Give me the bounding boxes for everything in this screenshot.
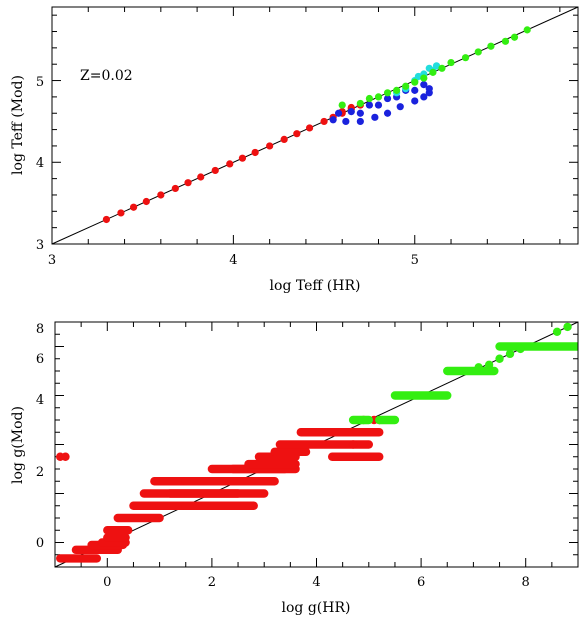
top-series-3-point-17 — [402, 82, 410, 90]
top-series-1-point-0 — [329, 116, 337, 124]
top-series-1-point-10 — [420, 81, 428, 89]
bottom-series-1-point-1 — [484, 360, 494, 370]
top-series-0-point-12 — [266, 142, 274, 150]
top-series-0-point-3 — [142, 197, 150, 206]
top-xtick-label-1: 4 — [229, 253, 237, 268]
top-series-3-point-0 — [338, 101, 346, 109]
top-series-1-point-19 — [411, 86, 419, 94]
top-series-3-point-12 — [501, 37, 510, 45]
bottom-plot-frame — [54, 321, 579, 568]
bottom-x-axis-label: log g(HR) — [282, 600, 351, 616]
top-series-1-point-14 — [347, 108, 355, 116]
top-series-3-point-4 — [411, 78, 419, 86]
top-data-points — [102, 26, 531, 224]
top-series-0-point-9 — [226, 160, 234, 168]
bottom-ytick-label-4: 8 — [36, 322, 44, 337]
top-series-0-point-0 — [102, 215, 111, 224]
bottom-ytick-label-3: 6 — [36, 352, 44, 367]
top-ytick-label-1: 4 — [36, 156, 44, 171]
top-series-0-point-16 — [320, 117, 328, 126]
top-series-1-point-17 — [374, 101, 383, 109]
top-ytick-label-2: 5 — [36, 75, 44, 90]
top-series-2-point-6 — [414, 72, 422, 81]
top-series-3-point-14 — [523, 26, 531, 34]
top-series-0-point-13 — [280, 135, 288, 143]
bottom-series-1-point-0 — [474, 363, 483, 372]
top-series-1-point-9 — [425, 85, 433, 93]
top-series-3-point-11 — [487, 42, 495, 50]
bottom-xtick-label-0: 0 — [103, 575, 111, 590]
bottom-series-1-point-3 — [505, 349, 515, 359]
top-series-3-point-3 — [393, 86, 401, 94]
top-series-1-point-12 — [383, 94, 392, 103]
top-series-0-point-7 — [197, 173, 205, 181]
top-series-3-point-8 — [447, 58, 455, 67]
top-series-0-point-6 — [184, 179, 192, 187]
top-series-1-point-2 — [356, 117, 364, 126]
top-series-1-point-15 — [334, 109, 343, 117]
top-plot-frame — [51, 6, 579, 245]
top-series-3-point-10 — [474, 48, 482, 56]
top-series-0-point-8 — [211, 166, 219, 175]
top-series-1-point-13 — [365, 101, 374, 109]
top-series-3-point-13 — [510, 33, 519, 41]
top-series-0-point-4 — [157, 191, 165, 199]
bottom-data-points — [56, 322, 578, 563]
bottom-chart: 0 2 4 6 8 0 2 4 6 8 log g(HR) log g(Mod) — [10, 321, 579, 616]
top-series-0-point-15 — [305, 124, 314, 132]
top-series-2-point-4 — [432, 62, 441, 70]
top-series-0-point-2 — [130, 203, 138, 211]
bottom-y-axis-label: log g(Mod) — [10, 406, 26, 484]
top-minor-ticks — [51, 7, 578, 245]
top-ytick-label-0: 3 — [36, 238, 44, 253]
top-series-0-point-5 — [171, 184, 179, 193]
bottom-ytick-label-2: 4 — [36, 393, 44, 408]
bottom-ytick-label-1: 2 — [36, 465, 44, 480]
bottom-series-1-point-6 — [563, 322, 572, 332]
top-series-1-point-7 — [420, 93, 428, 101]
top-series-0-point-10 — [238, 154, 247, 162]
bottom-series-1-point-5 — [552, 327, 562, 336]
top-series-1-point-3 — [371, 113, 379, 121]
top-series-0-point-14 — [293, 130, 301, 138]
top-series-0-point-11 — [251, 148, 259, 157]
top-xtick-label-2: 5 — [411, 253, 419, 268]
top-series-1-point-1 — [342, 117, 350, 126]
top-x-axis-label: log Teff (HR) — [270, 278, 361, 294]
top-y-axis-label: log Teff (Mod) — [10, 75, 26, 175]
top-series-1-point-6 — [411, 97, 419, 105]
top-series-3-point-2 — [374, 93, 383, 101]
top-series-1-point-16 — [356, 109, 364, 117]
top-series-1-point-5 — [396, 103, 404, 111]
bottom-series-1-point-2 — [495, 354, 504, 363]
top-series-3-point-16 — [383, 89, 392, 97]
top-series-3-point-6 — [429, 68, 437, 76]
top-series-3-point-5 — [420, 74, 428, 82]
top-chart: Z=0.02 3 4 5 3 4 5 log Teff (HR) log Tef… — [10, 6, 579, 294]
top-series-3-point-9 — [461, 54, 470, 62]
top-series-3-point-1 — [356, 99, 364, 108]
bottom-ytick-label-0: 0 — [36, 536, 44, 551]
bottom-xtick-label-4: 8 — [522, 575, 530, 590]
top-series-1-point-4 — [383, 109, 392, 117]
bottom-series-0-point-2 — [348, 440, 358, 449]
top-series-3-point-15 — [365, 94, 374, 103]
bottom-series-0-point-1 — [61, 452, 70, 461]
top-series-3-point-7 — [438, 64, 446, 72]
bottom-xtick-label-3: 6 — [417, 575, 425, 590]
top-xtick-label-0: 3 — [48, 253, 56, 268]
top-series-0-point-1 — [117, 209, 125, 217]
bottom-series-1-point-4 — [516, 344, 525, 354]
bottom-xtick-label-2: 4 — [312, 575, 320, 590]
bottom-xtick-label-1: 2 — [208, 575, 216, 590]
top-annotation: Z=0.02 — [80, 68, 133, 84]
